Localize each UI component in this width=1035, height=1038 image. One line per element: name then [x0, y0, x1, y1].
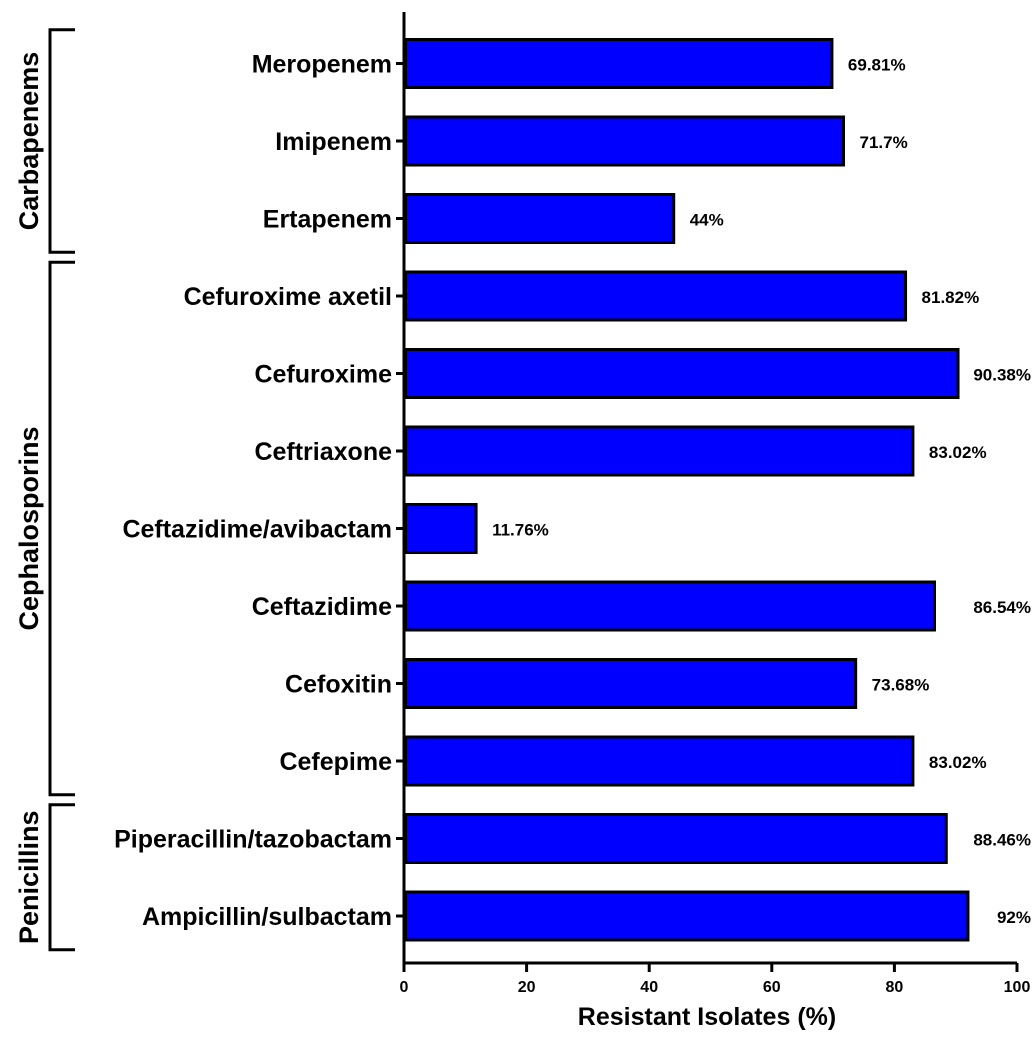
value-label: 90.38%	[973, 366, 1031, 385]
y-tick-label: Ceftriaxone	[254, 438, 392, 466]
bar	[404, 813, 948, 864]
y-tick-label: Ertapenem	[263, 206, 392, 234]
axes: Meropenem Imipenem Ertapenem Cefuroxime axe…	[114, 12, 1030, 996]
x-axis-title: Resistant Isolates (%)	[578, 1003, 836, 1031]
bar	[404, 735, 915, 787]
y-tick-label: Ceftazidime	[252, 593, 392, 621]
x-tick-label: 100	[1004, 979, 1031, 996]
x-tick-label: 40	[640, 979, 658, 996]
value-label: 83.02%	[929, 443, 987, 462]
x-tick-label: 60	[763, 979, 781, 996]
value-label: 92%	[997, 908, 1031, 927]
value-label: 83.02%	[929, 753, 987, 772]
bar	[404, 193, 676, 244]
bar	[404, 115, 846, 167]
bar	[404, 348, 960, 399]
y-tick-label: Piperacillin/tazobactam	[114, 826, 392, 854]
group-label: Penicillins	[14, 810, 44, 944]
x-tick-label: 20	[518, 979, 536, 996]
y-tick-label: Cefepime	[279, 748, 392, 776]
value-label: 44%	[690, 211, 724, 230]
bars: 69.81% 71.7% 44% 81.82% 90.38% 83.02% 11.76% 86…	[404, 38, 1031, 942]
group-bracket	[48, 28, 75, 254]
bar	[404, 38, 834, 89]
bar	[404, 425, 915, 477]
y-tick-label: Ceftazidime/avibactam	[122, 516, 392, 544]
group-label: Carbapenems	[14, 52, 44, 231]
value-label: 69.81%	[848, 56, 906, 75]
value-label: 71.7%	[860, 133, 908, 152]
value-label: 88.46%	[973, 831, 1031, 850]
y-tick-label: Cefuroxime axetil	[184, 283, 392, 311]
group-bracket	[48, 803, 75, 952]
x-tick-label: 80	[886, 979, 904, 996]
y-tick-label: Cefuroxime	[254, 361, 392, 389]
y-tick-label: Cefoxitin	[285, 671, 392, 699]
value-label: 86.54%	[973, 598, 1031, 617]
group-bracket	[48, 260, 75, 797]
y-tick-label: Ampicillin/sulbactam	[142, 903, 392, 931]
bar	[404, 658, 858, 709]
bar	[404, 270, 908, 322]
y-tick-label: Imipenem	[275, 128, 392, 156]
bar	[404, 890, 970, 942]
group-brackets: Carbapenems Cephalosporins Penicillins	[14, 28, 75, 952]
y-tick-label: Meropenem	[252, 51, 392, 79]
value-label: 81.82%	[922, 288, 980, 307]
value-label: 73.68%	[872, 676, 930, 695]
x-tick-label: 0	[400, 979, 409, 996]
bar	[404, 580, 936, 632]
bar	[404, 503, 478, 554]
group-label: Cephalosporins	[14, 426, 44, 630]
value-label: 11.76%	[492, 521, 549, 540]
